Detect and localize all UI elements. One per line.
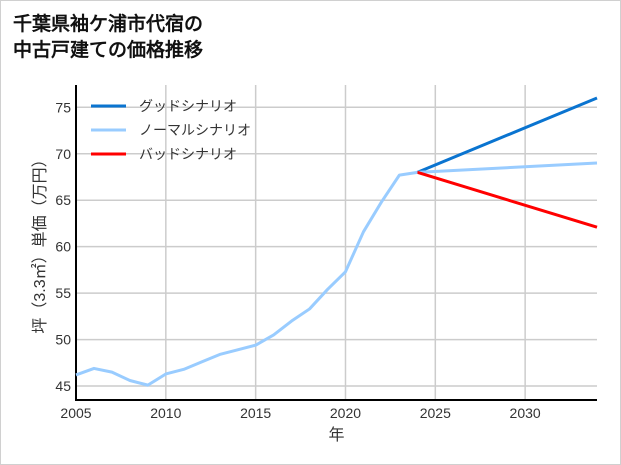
y-tick-label: 75 <box>55 99 71 115</box>
x-tick-label: 2015 <box>240 405 271 421</box>
legend-label: グッドシナリオ <box>139 98 237 114</box>
x-tick-label: 2025 <box>420 405 451 421</box>
x-tick-label: 2030 <box>510 405 541 421</box>
x-axis-label: 年 <box>328 426 344 444</box>
series-line-3 <box>416 170 598 229</box>
x-tick-label: 2020 <box>330 405 361 421</box>
legend-label: バッドシナリオ <box>139 146 237 162</box>
series-line-1 <box>416 96 598 174</box>
title-line-2: 中古戸建ての価格推移 <box>13 39 204 61</box>
series-line-2 <box>417 161 598 174</box>
x-tick-label: 2010 <box>150 405 181 421</box>
y-tick-label: 55 <box>55 285 71 301</box>
chart-title: 千葉県袖ケ浦市代宿の 中古戸建ての価格推移 <box>13 11 203 63</box>
y-tick-label: 65 <box>55 192 71 208</box>
y-tick-label: 45 <box>55 378 71 394</box>
title-line-1: 千葉県袖ケ浦市代宿の <box>13 13 204 35</box>
y-tick-label: 60 <box>55 239 71 255</box>
y-tick-label: 50 <box>55 332 71 348</box>
y-axis-label: 坪（3.3㎡）単価（万円） <box>31 151 49 333</box>
y-tick-label: 70 <box>55 146 71 162</box>
legend-label: ノーマルシナリオ <box>139 122 251 138</box>
x-tick-label: 2005 <box>60 405 91 421</box>
history-line <box>75 170 418 387</box>
